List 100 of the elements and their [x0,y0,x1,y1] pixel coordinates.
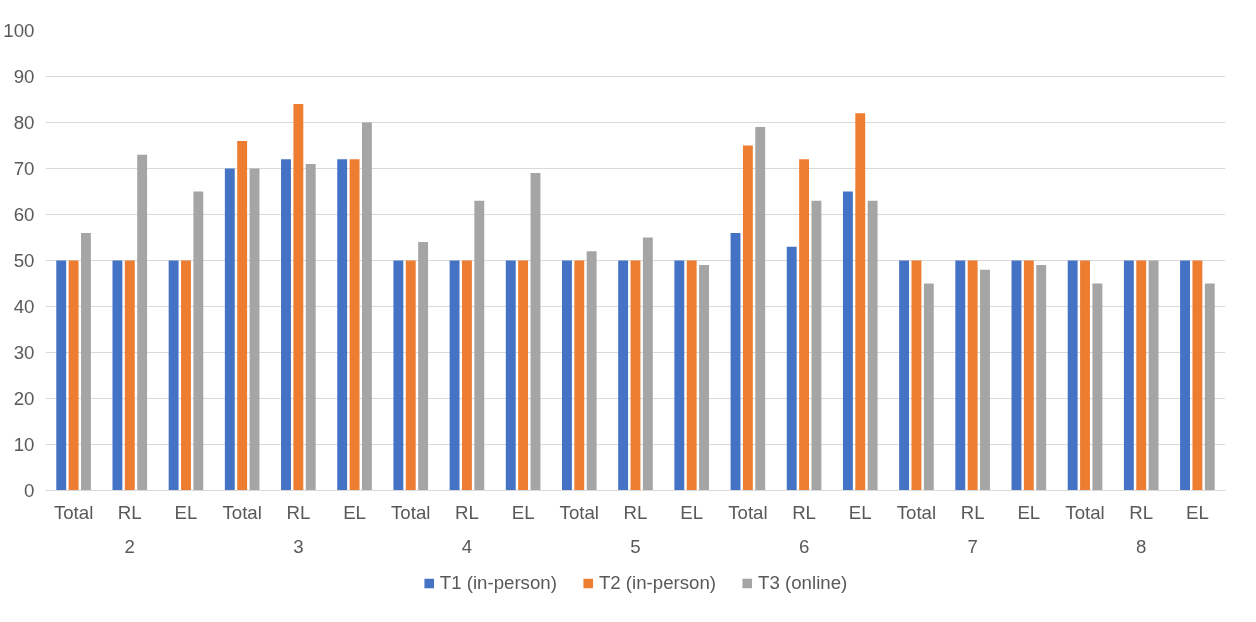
bar [249,168,260,491]
bar [630,260,641,491]
bar [842,191,853,491]
bar [899,260,910,491]
x-tick-label: Total [391,501,431,523]
y-tick-label: 10 [13,434,35,455]
bar [923,283,934,491]
bar [742,145,753,491]
legend-label: T2 (in-person) [598,571,717,594]
bar [193,191,204,491]
bar [56,260,67,491]
bar [699,265,709,491]
bar [1080,260,1090,491]
bar [618,260,629,491]
bar [1204,283,1215,491]
x-tick-label: Total [728,501,768,523]
legend-label: T1 (in-person) [439,571,557,594]
y-tick-label: 50 [13,250,35,271]
x-tick-label: RL [117,501,142,523]
bar [799,159,810,491]
text: 3 [293,535,304,557]
bar [867,200,878,491]
x-tick-label: RL [792,501,817,523]
x-tick-label: Total [896,501,937,523]
bar [418,242,429,491]
bar [911,260,922,491]
bar [1148,260,1159,491]
y-tick-label: 100 [3,20,35,41]
bar [574,260,585,491]
bar [474,200,485,491]
bar [124,260,135,491]
bar [237,140,248,491]
x-tick-label: Total [559,501,600,523]
bar [980,269,990,491]
bar [337,159,348,491]
bar [68,260,79,491]
bar [786,246,797,491]
bar [730,232,741,491]
bar [461,260,472,491]
y-tick-label: 0 [24,480,35,501]
bar [1192,260,1203,491]
bar [530,173,541,491]
bar [1180,260,1190,491]
y-tick-label: 20 [13,388,35,409]
x-tick-label: Total [53,501,94,523]
bar [112,260,123,491]
bar [967,260,978,491]
x-tick-label: RL [623,501,648,523]
bar [181,260,191,491]
bar [1067,260,1078,491]
x-tick-label: EL [174,501,198,523]
bar [1011,260,1022,491]
text: 5 [630,535,641,557]
x-tick-label: EL [1186,501,1209,523]
x-tick-label: EL [680,501,704,523]
bar [137,154,148,491]
bar [405,260,416,491]
y-tick-label: 40 [13,296,35,317]
bar [674,260,685,491]
x-tick-label: RL [455,501,479,523]
bar [305,163,316,491]
text: 7 [967,535,978,557]
bar [855,113,866,491]
x-tick-label: EL [343,501,366,523]
y-tick-label: 90 [13,66,35,87]
bar [586,251,597,491]
bar [811,200,822,491]
bar [168,260,179,491]
bar [1123,260,1134,491]
x-tick-label: Total [222,501,262,523]
bar [518,260,529,491]
y-tick-label: 80 [13,112,35,133]
bar [1092,283,1103,491]
text: 6 [798,535,810,557]
x-tick-label: Total [1065,501,1105,523]
bar [1036,265,1047,491]
x-tick-label: RL [286,501,311,523]
bar [1136,260,1147,491]
x-tick-label: EL [511,501,535,523]
y-tick-label: 30 [13,342,35,363]
x-tick-label: EL [1017,501,1041,523]
bar [361,122,372,491]
text: 2 [124,535,135,557]
bar [349,159,360,491]
bar [755,127,766,491]
bar [955,260,966,491]
legend-label: T3 (online) [758,571,848,594]
bar [449,260,460,491]
x-tick-label: RL [960,501,985,523]
bar [224,168,235,491]
bar [281,159,291,491]
bar [393,260,404,491]
bar [686,260,697,491]
bar [81,232,91,491]
bar [562,260,572,491]
bar [505,260,516,491]
y-tick-label: 60 [13,204,35,225]
bar [642,237,653,491]
y-tick-label: 70 [13,158,35,179]
x-tick-label: RL [1129,501,1154,523]
